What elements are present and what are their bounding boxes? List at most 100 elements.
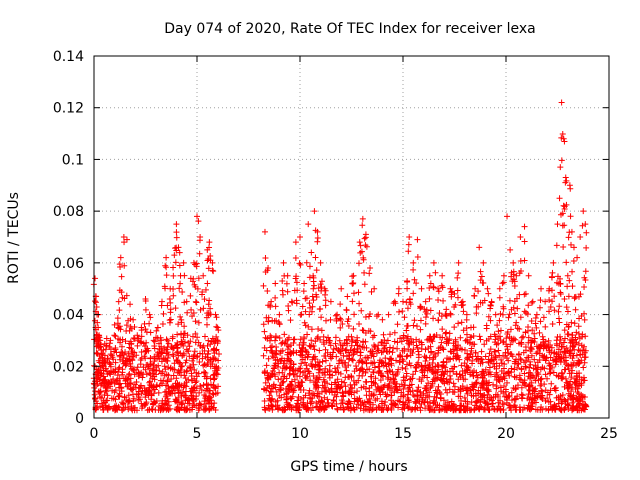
data-point: [167, 306, 174, 313]
data-point: [550, 259, 557, 266]
data-point: [206, 297, 213, 304]
data-point: [573, 339, 580, 346]
data-point: [396, 308, 403, 315]
data-point: [443, 306, 450, 313]
data-point: [481, 341, 488, 348]
data-point: [360, 254, 367, 261]
data-point: [521, 370, 528, 377]
data-point: [177, 367, 184, 374]
data-point: [385, 361, 392, 368]
data-point: [261, 406, 268, 413]
data-point: [491, 363, 498, 370]
data-point: [375, 311, 382, 318]
data-point: [338, 397, 345, 404]
data-point: [284, 358, 291, 365]
data-point: [163, 392, 170, 399]
data-point: [358, 402, 365, 409]
data-point: [173, 221, 180, 228]
data-point: [564, 362, 571, 369]
data-point: [501, 393, 508, 400]
data-point: [507, 246, 514, 253]
data-point: [413, 336, 420, 343]
data-point: [318, 284, 325, 291]
data-point: [517, 314, 524, 321]
data-point: [398, 338, 405, 345]
data-point: [549, 320, 556, 327]
data-point: [158, 302, 165, 309]
data-point: [405, 241, 412, 248]
data-point: [564, 308, 571, 315]
data-point: [558, 157, 565, 164]
data-point: [161, 363, 168, 370]
data-point: [429, 364, 436, 371]
data-point: [111, 321, 118, 328]
data-point: [107, 337, 114, 344]
data-point: [272, 360, 279, 367]
data-point: [310, 285, 317, 292]
data-point: [562, 398, 569, 405]
data-point: [134, 342, 141, 349]
data-point: [424, 374, 431, 381]
data-point: [260, 282, 267, 289]
data-point: [430, 259, 437, 266]
data-point: [410, 322, 417, 329]
data-point: [306, 274, 313, 281]
data-point: [453, 347, 460, 354]
data-point: [260, 352, 267, 359]
data-point: [207, 387, 214, 394]
data-point: [390, 379, 397, 386]
data-point: [334, 406, 341, 413]
data-point: [454, 354, 461, 361]
data-point: [141, 387, 148, 394]
data-point: [273, 317, 280, 324]
data-point: [190, 259, 197, 266]
data-point: [521, 257, 528, 264]
data-point: [198, 386, 205, 393]
data-point: [363, 344, 370, 351]
data-point: [458, 407, 465, 414]
data-point: [495, 328, 502, 335]
data-point: [212, 311, 219, 318]
data-point: [432, 387, 439, 394]
data-point: [264, 369, 271, 376]
data-point: [293, 297, 300, 304]
data-point: [376, 368, 383, 375]
data-point: [322, 287, 329, 294]
data-point: [432, 353, 439, 360]
data-point: [320, 376, 327, 383]
data-point: [137, 383, 144, 390]
data-point: [159, 320, 166, 327]
data-point: [309, 303, 316, 310]
data-point: [383, 348, 390, 355]
data-point: [435, 297, 442, 304]
data-point: [422, 298, 429, 305]
data-point: [273, 351, 280, 358]
data-point: [562, 375, 569, 382]
data-point: [461, 347, 468, 354]
data-point: [505, 350, 512, 357]
data-point: [426, 285, 433, 292]
data-point: [512, 395, 519, 402]
data-point: [511, 310, 518, 317]
data-point: [94, 335, 101, 342]
data-point: [539, 395, 546, 402]
data-point: [339, 360, 346, 367]
data-point: [146, 388, 153, 395]
data-point: [410, 371, 417, 378]
data-point: [569, 283, 576, 290]
data-point: [165, 340, 172, 347]
data-point: [293, 349, 300, 356]
data-point: [421, 398, 428, 405]
data-point: [206, 405, 213, 412]
data-point: [383, 405, 390, 412]
data-point: [427, 307, 434, 314]
data-point: [493, 383, 500, 390]
data-point: [448, 289, 455, 296]
data-point: [427, 349, 434, 356]
data-point: [173, 349, 180, 356]
data-point: [112, 344, 119, 351]
data-point: [403, 353, 410, 360]
data-point: [147, 329, 154, 336]
data-point: [190, 309, 197, 316]
data-point: [143, 348, 150, 355]
